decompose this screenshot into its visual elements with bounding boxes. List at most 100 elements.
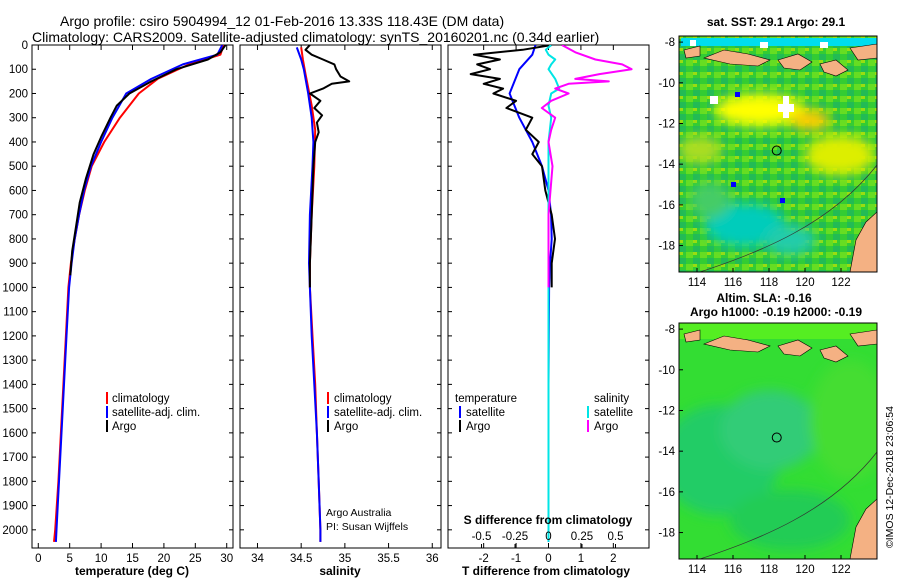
series-line-argo xyxy=(69,45,227,276)
annotation-pi: PI: Susan Wijffels xyxy=(326,521,408,533)
map-x-tick-label: 122 xyxy=(831,277,850,289)
legend-label-satellite: satellite-adj. clim. xyxy=(334,407,422,419)
map-x-tick-label: 116 xyxy=(724,564,742,576)
legend-label-temp-satellite: satellite xyxy=(466,407,505,419)
series-line-climatology xyxy=(53,45,225,542)
map-y-tick-label: -16 xyxy=(658,200,675,212)
x-axes: 0 5 10 15 20 25 30 34 34.5 35 35.5 36 -2 -1 0 1 2 xyxy=(35,45,617,565)
sst-map-argo-marker xyxy=(771,145,782,156)
depth-tick-label: 700 xyxy=(9,210,28,222)
map-x-tick-label: 118 xyxy=(760,564,778,576)
s-difference-axis: -0.5 -0.25 0 0.25 0.5 xyxy=(472,531,624,548)
x-tick-label: 0 xyxy=(545,553,551,565)
legend-label-satellite: satellite-adj. clim. xyxy=(112,407,200,419)
temperature-legend: climatology satellite-adj. clim. Argo xyxy=(106,392,200,433)
series-line-salinity-satellite xyxy=(544,45,561,542)
salinity-lines xyxy=(295,45,351,542)
sla-map-frame xyxy=(678,322,878,560)
map-x-tick-label: 116 xyxy=(724,277,742,289)
depth-tick-label: 900 xyxy=(9,258,28,270)
sla-map-axes: 114 116 118 120 122 -8 -10 -12 -14 -16 -18 xyxy=(658,324,850,576)
salinity-panel-frame xyxy=(239,44,442,549)
x-tick-label: 5 xyxy=(66,553,72,565)
map-y-tick-label: -10 xyxy=(658,365,675,377)
x-tick-label: 0 xyxy=(35,553,41,565)
x-tick-label: 10 xyxy=(95,553,108,565)
series-line-salinity-argo xyxy=(540,45,633,288)
depth-tick-label: 200 xyxy=(9,88,28,100)
series-line-temperature-argo xyxy=(469,45,556,288)
map-y-tick-label: -12 xyxy=(658,118,675,130)
figure-title-line1: Argo profile: csiro 5904994_12 01-Feb-20… xyxy=(60,13,504,29)
map-y-tick-label: -18 xyxy=(658,241,675,253)
s-diff-tick-label: -0.25 xyxy=(502,531,528,543)
map-x-tick-label: 120 xyxy=(795,277,814,289)
map-x-tick-label: 118 xyxy=(760,277,778,289)
x-tick-label: 30 xyxy=(220,553,233,565)
sla-map-subtitle: Argo h1000: -0.19 h2000: -0.19 xyxy=(690,305,862,319)
x-tick-label: 2 xyxy=(610,553,616,565)
map-y-tick-label: -14 xyxy=(658,159,675,171)
depth-tick-label: 1100 xyxy=(3,307,28,319)
depth-tick-label: 300 xyxy=(9,113,28,125)
depth-tick-label: 1900 xyxy=(2,501,28,513)
s-diff-tick-label: 0.25 xyxy=(571,531,593,543)
map-y-tick-label: -8 xyxy=(665,324,675,336)
temperature-lines xyxy=(53,45,227,542)
depth-tick-label: 0 xyxy=(22,40,28,52)
map-y-tick-label: -18 xyxy=(658,528,675,540)
legend-label-climatology: climatology xyxy=(112,393,170,405)
depth-tick-label: 2000 xyxy=(2,525,28,537)
map-x-tick-label: 114 xyxy=(688,564,707,576)
sst-map-frame xyxy=(678,35,878,273)
credit-text: ©IMOS 12-Dec-2018 23:06:54 xyxy=(884,406,896,548)
depth-tick-label: 1000 xyxy=(2,282,28,294)
x-tick-label: -1 xyxy=(511,553,521,565)
depth-axis: 0 100 200 300 400 500 600 700 800 900 1000 1100 1200… xyxy=(2,40,649,537)
depth-tick-label: 800 xyxy=(9,234,28,246)
map-y-tick-label: -14 xyxy=(658,446,675,458)
salinity-xlabel: salinity xyxy=(319,564,361,578)
temperature-panel-frame xyxy=(31,44,234,549)
legend-title-salinity: salinity xyxy=(594,393,629,405)
depth-tick-label: 1800 xyxy=(2,476,28,488)
figure-title-line2: Climatology: CARS2009. Satellite-adjuste… xyxy=(32,29,599,45)
s-diff-tick-label: 0 xyxy=(545,531,551,543)
depth-tick-label: 600 xyxy=(9,185,28,197)
depth-tick-label: 500 xyxy=(9,161,28,173)
map-y-tick-label: -12 xyxy=(658,405,675,417)
legend-label-sal-satellite: satellite xyxy=(594,407,633,419)
legend-label-climatology: climatology xyxy=(334,393,392,405)
depth-tick-label: 400 xyxy=(9,137,28,149)
x-tick-label: 35.5 xyxy=(377,553,399,565)
x-tick-label: 25 xyxy=(189,553,202,565)
legend-label-temp-argo: Argo xyxy=(466,421,490,433)
depth-tick-label: 1500 xyxy=(2,404,28,416)
map-y-tick-label: -16 xyxy=(658,487,675,499)
x-tick-label: 36 xyxy=(426,553,439,565)
x-tick-label: 15 xyxy=(126,553,139,565)
map-x-tick-label: 114 xyxy=(688,277,707,289)
s-difference-axis-label: S difference from climatology xyxy=(464,513,633,527)
sst-map-title: sat. SST: 29.1 Argo: 29.1 xyxy=(707,15,846,29)
depth-tick-label: 1300 xyxy=(2,355,28,367)
x-tick-label: 20 xyxy=(158,553,171,565)
depth-tick-label: 100 xyxy=(9,64,28,76)
legend-label-argo: Argo xyxy=(112,421,136,433)
depth-tick-label: 1200 xyxy=(2,331,28,343)
series-line-satellite-adj-clim xyxy=(295,47,322,542)
s-diff-tick-label: 0.5 xyxy=(608,531,624,543)
legend-label-sal-argo: Argo xyxy=(594,421,618,433)
map-x-tick-label: 122 xyxy=(831,564,850,576)
sst-map-axes: 114 116 118 120 122 -8 -10 -12 -14 -16 -18 xyxy=(658,37,850,289)
difference-xlabel: T difference from climatology xyxy=(462,564,630,578)
depth-tick-label: 1700 xyxy=(2,452,28,464)
map-x-tick-label: 120 xyxy=(795,564,814,576)
annotation-argo-australia: Argo Australia xyxy=(326,507,392,519)
series-line-argo xyxy=(304,45,351,288)
x-tick-label: 34 xyxy=(251,553,264,565)
sla-map-title: Altim. SLA: -0.16 xyxy=(716,291,812,305)
map-y-tick-label: -10 xyxy=(658,78,675,90)
depth-tick-label: 1400 xyxy=(2,379,28,391)
